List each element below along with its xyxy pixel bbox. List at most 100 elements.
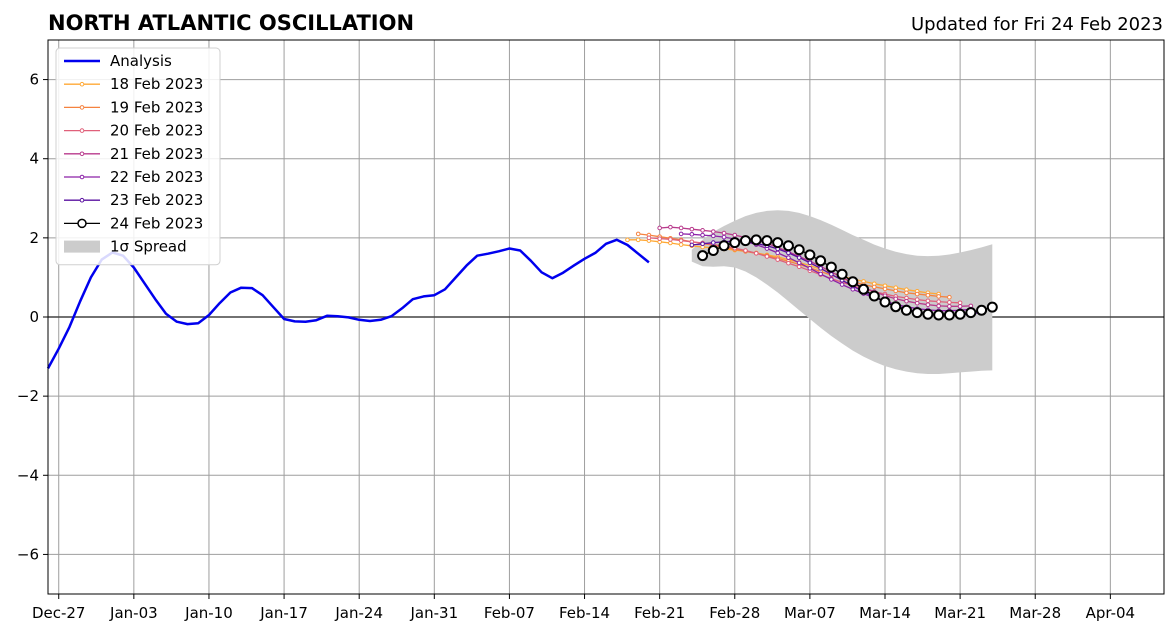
legend-label: 20 Feb 2023 [110,122,203,140]
data-point [882,286,888,292]
x-tick-label: Feb-28 [709,604,760,622]
data-point [947,300,952,305]
x-tick-label: Dec-27 [32,604,86,622]
data-point [879,296,891,308]
legend-label: 18 Feb 2023 [110,75,203,93]
data-point [793,244,805,256]
data-point [700,232,705,238]
x-tick-label: Jan-03 [109,604,158,622]
data-point [635,231,641,237]
data-point [775,257,780,262]
y-tick-label: 4 [29,150,39,168]
legend-label: 22 Feb 2023 [110,168,203,186]
data-point [721,234,727,240]
data-point [925,292,931,298]
data-point [786,255,791,260]
data-point [954,308,966,320]
data-point [925,302,931,308]
data-point [947,294,952,300]
data-point [868,290,880,302]
legend-marker [79,174,85,180]
data-point [740,235,751,247]
data-point [825,261,837,273]
y-tick-label: −2 [17,387,39,405]
data-point [678,225,684,231]
legend-marker [79,81,85,87]
x-tick-label: Jan-24 [334,604,383,622]
data-point [646,235,652,241]
data-point [689,242,695,248]
data-point [893,288,899,294]
data-point [957,304,963,309]
legend-label: 1σ Spread [110,238,187,256]
x-tick-label: Mar-21 [934,604,986,622]
data-point [743,248,748,253]
data-point [668,224,673,230]
series-line [46,238,650,369]
data-point [697,250,709,262]
data-point [965,307,977,319]
legend: Analysis 18 Feb 2023 19 Feb 2023 20 Feb 202… [55,47,221,266]
data-point [635,237,641,243]
data-point [976,304,988,316]
x-tick-label: Jan-10 [184,604,233,622]
x-tick-label: Apr-04 [1086,604,1136,622]
plot-frame [47,39,1165,595]
y-tick-label: 2 [29,229,39,247]
data-point [957,300,963,306]
data-point [707,245,719,257]
legend-label: Analysis [110,52,172,70]
data-point [718,240,730,252]
chart-title: NORTH ATLANTIC OSCILLATION [48,11,414,35]
data-point [818,266,823,271]
data-point [657,236,662,241]
data-point [904,290,909,296]
legend-item: 18 Feb 2023 [64,75,203,93]
data-point [711,240,716,245]
data-point [914,297,920,302]
data-point [925,298,931,304]
spread-band [691,210,993,374]
data-point [871,284,877,290]
legend-item: Analysis [64,52,172,70]
data-point [839,282,845,287]
data-point [986,301,998,313]
legend-marker [79,105,85,110]
data-point [914,291,920,297]
legend-box [55,47,221,266]
data-point [761,235,773,247]
legend-item: 21 Feb 2023 [64,145,203,163]
data-point [943,309,955,321]
data-point [796,260,802,266]
data-point [807,260,813,266]
data-point [818,271,823,277]
data-point [721,230,727,236]
legend-item: 24 Feb 2023 [64,214,203,232]
x-tick-label: Feb-21 [634,604,685,622]
x-tick-label: Jan-31 [409,604,458,622]
data-point [775,250,780,256]
legend-item: 23 Feb 2023 [64,191,203,209]
data-point [936,294,941,299]
data-point [678,242,684,247]
legend-item: 20 Feb 2023 [64,122,203,140]
legend-item: 1σ Spread [64,238,187,256]
data-point [922,308,934,320]
legend-item: 22 Feb 2023 [64,168,203,186]
data-point [625,237,630,243]
x-tick-label: Feb-14 [559,604,610,622]
data-point [668,237,673,242]
legend-marker [79,151,85,157]
data-point [829,271,834,277]
legend-label: 19 Feb 2023 [110,98,203,116]
spread-area [691,210,993,374]
data-point [689,226,695,232]
data-point [796,264,802,270]
data-point [711,229,716,234]
legend-marker [79,197,85,203]
data-point [804,249,816,261]
data-point [796,255,802,260]
axes: Dec-27 Jan-03 Jan-10 Jan-17 Jan-24 Jan-31 Feb-… [17,39,1165,622]
legend-label: 24 Feb 2023 [110,214,203,232]
data-point [678,238,684,243]
